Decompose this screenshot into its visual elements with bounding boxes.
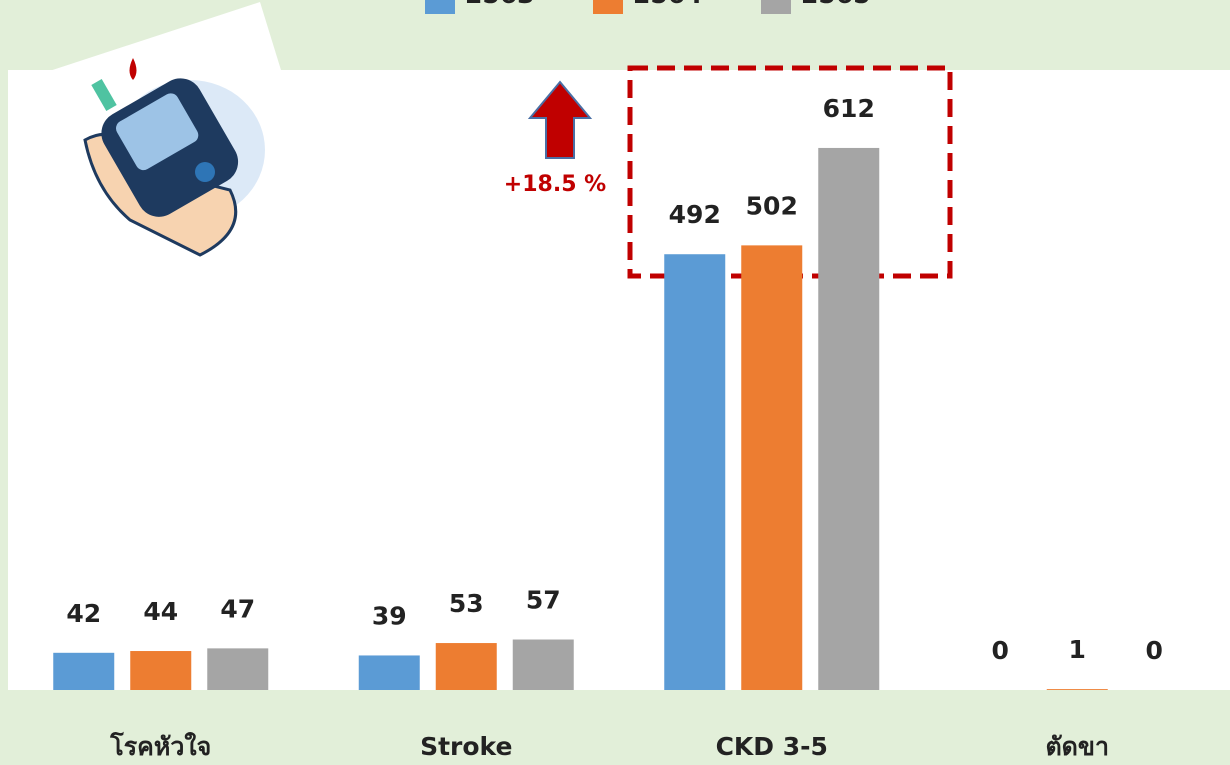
- data-label: 492: [669, 200, 721, 229]
- data-label: 612: [823, 94, 875, 123]
- bar: [741, 245, 803, 690]
- bar: [664, 254, 726, 690]
- bar: [435, 643, 497, 690]
- x-tick-label: โรคหัวใจ: [109, 731, 211, 761]
- bar: [53, 652, 115, 690]
- legend-label: 2563: [465, 0, 535, 9]
- data-label: 0: [1146, 636, 1163, 665]
- increase-arrow: [527, 80, 593, 159]
- bar: [512, 639, 574, 690]
- data-label: 39: [372, 601, 407, 630]
- data-label: 502: [746, 191, 798, 220]
- legend-swatch: [761, 0, 791, 14]
- bar: [207, 648, 269, 690]
- legend-swatch: [593, 0, 623, 14]
- x-tick-label: ตัดขา: [1045, 732, 1109, 761]
- bar: [130, 651, 192, 690]
- data-label: 57: [526, 586, 561, 615]
- x-tick-label: CKD 3-5: [716, 732, 828, 761]
- x-tick-label: Stroke: [420, 732, 512, 761]
- data-label: 0: [992, 636, 1009, 665]
- bar: [818, 147, 880, 690]
- data-label: 42: [66, 599, 101, 628]
- legend-label: 2564: [633, 0, 703, 9]
- annotation: +18.5 %: [504, 172, 606, 197]
- legend-swatch: [425, 0, 455, 14]
- bar: [1046, 689, 1108, 690]
- legend-label: 2565: [801, 0, 871, 9]
- data-label: 1: [1069, 635, 1086, 664]
- data-label: 53: [449, 589, 484, 618]
- data-label: 44: [143, 597, 178, 626]
- bar: [358, 655, 420, 690]
- glucose-meter-illustration: [22, 2, 318, 268]
- data-label: 47: [220, 594, 255, 623]
